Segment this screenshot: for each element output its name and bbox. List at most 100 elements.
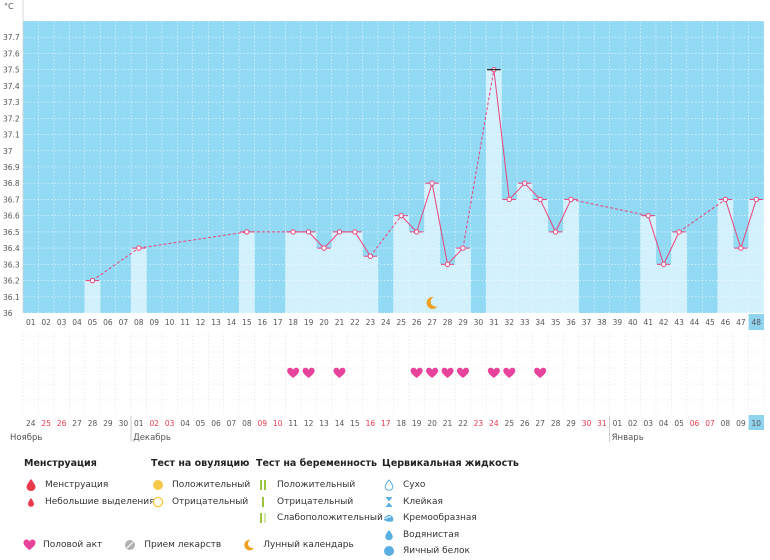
y-tick-label: 37.1 xyxy=(3,131,20,140)
y-tick-label: 37.4 xyxy=(3,82,20,91)
cycle-day-label: 10 xyxy=(165,318,175,327)
legend-item-label: Положительный xyxy=(172,480,251,491)
drop-large-icon xyxy=(24,479,38,492)
temp-point-day-23 xyxy=(367,253,374,259)
double-line-icon xyxy=(256,479,270,491)
cycle-day-label: 04 xyxy=(72,318,82,327)
temp-point-day-34 xyxy=(537,196,543,203)
legend-item-label: Клейкая xyxy=(403,496,443,507)
creamy-icon xyxy=(382,512,396,524)
temp-bar-day-19 xyxy=(300,231,317,313)
temp-line-segment xyxy=(400,215,418,233)
cycle-day-label: 26 xyxy=(412,318,422,327)
temp-point-day-42 xyxy=(660,261,667,268)
temp-line-segment xyxy=(354,231,371,257)
heart-icon xyxy=(287,367,300,378)
date-label: 26 xyxy=(57,419,67,428)
date-label: 02 xyxy=(149,419,159,428)
cycle-day-label: 42 xyxy=(659,318,669,327)
moon-icon xyxy=(242,539,256,551)
temp-line-segment xyxy=(647,215,665,265)
temp-line-segment xyxy=(570,198,649,217)
temp-point-day-33 xyxy=(522,180,528,186)
temp-bar-day-35 xyxy=(547,231,564,313)
temp-point-day-32 xyxy=(506,196,512,203)
cycle-day-label: 22 xyxy=(350,318,360,327)
month-label: Декабрь xyxy=(133,433,171,443)
date-label: 08 xyxy=(242,419,252,428)
legend-item-ovulation-positive: Положительный xyxy=(151,477,250,494)
cycle-day-label: 39 xyxy=(613,318,623,327)
legend-pregnancy-title: Тест на беременность xyxy=(256,458,377,469)
date-label: 17 xyxy=(381,419,391,428)
temp-bar-day-5 xyxy=(84,280,101,313)
date-label: 28 xyxy=(88,419,98,428)
temp-point-day-28 xyxy=(444,261,451,268)
legend-item-menstruation: Менструация xyxy=(24,477,155,494)
y-tick-label: 36.4 xyxy=(3,244,20,253)
temp-line-segment xyxy=(323,231,340,249)
cycle-day-label: 12 xyxy=(196,318,206,327)
legend-item-egg-white: Яичный белок xyxy=(382,543,519,560)
y-axis-unit: °C xyxy=(4,2,14,11)
temp-bar-day-43 xyxy=(671,231,687,313)
legend-cervical-title: Цервикальная жидкость xyxy=(382,458,519,469)
moon-icon xyxy=(426,296,438,309)
temp-point-day-18 xyxy=(290,229,296,235)
temp-bar-day-23 xyxy=(362,256,379,313)
temp-line-segment xyxy=(431,183,449,265)
cycle-day-label: 43 xyxy=(674,318,684,327)
y-tick-label: 36.2 xyxy=(3,277,20,286)
legend-item-watery: Водянистая xyxy=(382,527,519,544)
date-label: 24 xyxy=(489,419,499,428)
date-label: 04 xyxy=(659,419,669,428)
legend-item-creamy: Кремообразная xyxy=(382,510,519,527)
cycle-day-highlight xyxy=(748,314,764,330)
cycle-day-label: 29 xyxy=(458,318,468,327)
cycle-day-label: 16 xyxy=(258,318,268,327)
heart-icon xyxy=(302,367,315,378)
date-label: 10 xyxy=(752,419,762,428)
temp-line-segment xyxy=(524,182,541,200)
date-label: 25 xyxy=(41,419,51,428)
y-tick-label: 36 xyxy=(3,309,13,318)
legend-item-label: Водянистая xyxy=(403,529,460,540)
legend-menstruation: Менструация Менструация Небольшие выделе… xyxy=(24,458,155,510)
cycle-day-label: 30 xyxy=(474,318,484,327)
date-label: 07 xyxy=(705,419,715,428)
heart-icon xyxy=(534,367,547,378)
legend-menstruation-title: Менструация xyxy=(24,458,97,469)
y-tick-label: 36.9 xyxy=(3,163,20,172)
temp-point-day-27 xyxy=(429,180,435,186)
y-tick-label: 37.2 xyxy=(3,114,20,123)
temp-point-day-29 xyxy=(460,245,466,251)
date-label: 30 xyxy=(119,419,129,428)
cycle-day-label: 36 xyxy=(566,318,576,327)
single-line-icon xyxy=(256,496,270,508)
date-label: 29 xyxy=(103,419,113,428)
temp-point-day-25 xyxy=(398,212,404,219)
temp-bar-day-27 xyxy=(424,183,440,313)
circle-outline-icon xyxy=(151,496,165,508)
cycle-day-label: 02 xyxy=(41,318,51,327)
cycle-day-label: 35 xyxy=(551,318,561,327)
date-label: 03 xyxy=(165,419,175,428)
date-label: 28 xyxy=(551,419,561,428)
cycle-day-label: 24 xyxy=(381,318,391,327)
cycle-day-label: 14 xyxy=(227,318,237,327)
y-tick-label: 36.5 xyxy=(3,228,20,237)
date-label: 01 xyxy=(134,419,144,428)
temp-bar-day-46 xyxy=(717,199,734,313)
cycle-day-label: 05 xyxy=(88,318,98,327)
y-tick-label: 36.3 xyxy=(3,260,20,269)
cycle-day-label: 47 xyxy=(736,318,746,327)
legend-item-moon: Лунный календарь xyxy=(242,537,354,554)
date-label: 09 xyxy=(258,419,268,428)
month-label: Январь xyxy=(612,433,644,443)
legend-item-label: Яичный белок xyxy=(403,546,470,557)
cycle-day-label: 18 xyxy=(288,318,298,327)
legend-ovulation-title: Тест на овуляцию xyxy=(151,458,250,469)
temp-bar-day-29 xyxy=(455,248,471,313)
month-label: Ноябрь xyxy=(10,433,42,443)
date-label: 09 xyxy=(736,419,746,428)
